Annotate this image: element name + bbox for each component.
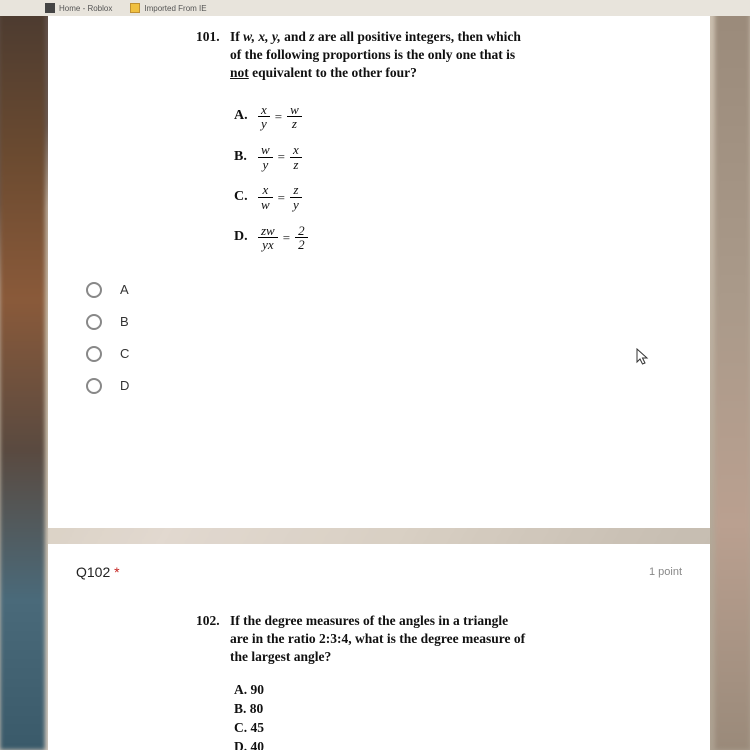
photo-background-left (0, 0, 45, 750)
question-102-prompt: 102. If the degree measures of the angle… (196, 612, 526, 667)
choice-letter: B. (234, 148, 258, 167)
radio-option-d[interactable]: D (86, 378, 682, 394)
question-number: 102. (196, 612, 230, 667)
equation-c: xw = zy (258, 183, 302, 211)
choice-d: D. zwyx = 22 (234, 224, 526, 252)
equation-b: wy = xz (258, 143, 302, 171)
radio-label: D (120, 378, 129, 393)
radio-option-a[interactable]: A (86, 282, 682, 298)
required-mark: * (114, 564, 119, 580)
cursor-icon (636, 348, 650, 371)
equation-d: zwyx = 22 (258, 224, 308, 252)
question-102-choices: A. 90 B. 80 C. 45 D. 40 (234, 681, 526, 750)
bookmark-item-ie[interactable]: Imported From IE (130, 3, 206, 13)
radio-group-101: A B C D (86, 282, 682, 394)
question-102-body: 102. If the degree measures of the angle… (196, 612, 526, 750)
radio-icon (86, 314, 102, 330)
question-title: Q102 * (76, 564, 120, 580)
question-card-101: 101. If w, x, y, and z are all positive … (48, 16, 710, 528)
radio-label: C (120, 346, 129, 361)
choice-c: C. xw = zy (234, 183, 526, 211)
bookmark-label: Imported From IE (144, 4, 206, 13)
question-text: If w, x, y, and z are all positive integ… (230, 28, 526, 83)
radio-option-b[interactable]: B (86, 314, 682, 330)
choice-b: B. wy = xz (234, 143, 526, 171)
question-102-header: Q102 * 1 point (76, 564, 682, 580)
radio-icon (86, 378, 102, 394)
radio-option-c[interactable]: C (86, 346, 682, 362)
choice-c: C. 45 (234, 719, 526, 737)
photo-background-right (715, 0, 750, 750)
question-101-choices: A. xy = wz B. wy = xz C. (234, 103, 526, 252)
question-101-prompt: 101. If w, x, y, and z are all positive … (196, 28, 526, 83)
choice-letter: C. (234, 188, 258, 207)
equation-a: xy = wz (258, 103, 302, 131)
choice-d: D. 40 (234, 738, 526, 750)
form-content: 101. If w, x, y, and z are all positive … (48, 16, 710, 750)
emphasized-not: not (230, 65, 249, 80)
question-number: 101. (196, 28, 230, 83)
folder-icon (130, 3, 140, 13)
question-101-body: 101. If w, x, y, and z are all positive … (196, 28, 526, 252)
bookmark-label: Home - Roblox (59, 4, 112, 13)
question-text: If the degree measures of the angles in … (230, 612, 526, 667)
bookmark-bar: Home - Roblox Imported From IE (0, 0, 750, 16)
roblox-icon (45, 3, 55, 13)
question-card-102: Q102 * 1 point 102. If the degree measur… (48, 544, 710, 750)
radio-icon (86, 346, 102, 362)
question-points: 1 point (649, 566, 682, 578)
choice-a: A. xy = wz (234, 103, 526, 131)
radio-label: A (120, 282, 129, 297)
bookmark-item-roblox[interactable]: Home - Roblox (45, 3, 112, 13)
radio-icon (86, 282, 102, 298)
choice-a: A. 90 (234, 681, 526, 699)
choice-letter: A. (234, 107, 258, 126)
choice-b: B. 80 (234, 700, 526, 718)
radio-label: B (120, 314, 129, 329)
choice-letter: D. (234, 228, 258, 247)
